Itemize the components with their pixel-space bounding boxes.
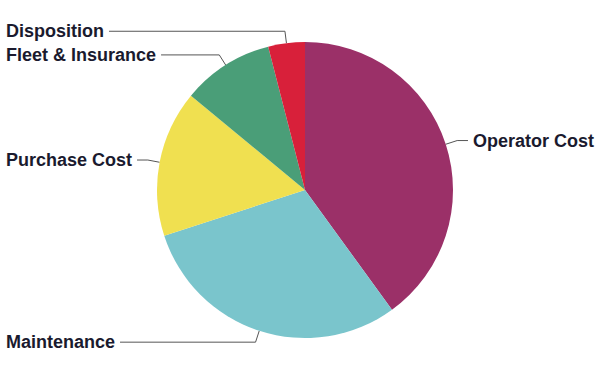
- svg-text:Fleet & Insurance: Fleet & Insurance: [6, 45, 156, 65]
- svg-text:Disposition: Disposition: [6, 21, 104, 41]
- svg-text:Purchase Cost: Purchase Cost: [6, 150, 132, 170]
- svg-text:Operator Cost: Operator Cost: [473, 131, 594, 151]
- svg-text:Maintenance: Maintenance: [6, 332, 115, 352]
